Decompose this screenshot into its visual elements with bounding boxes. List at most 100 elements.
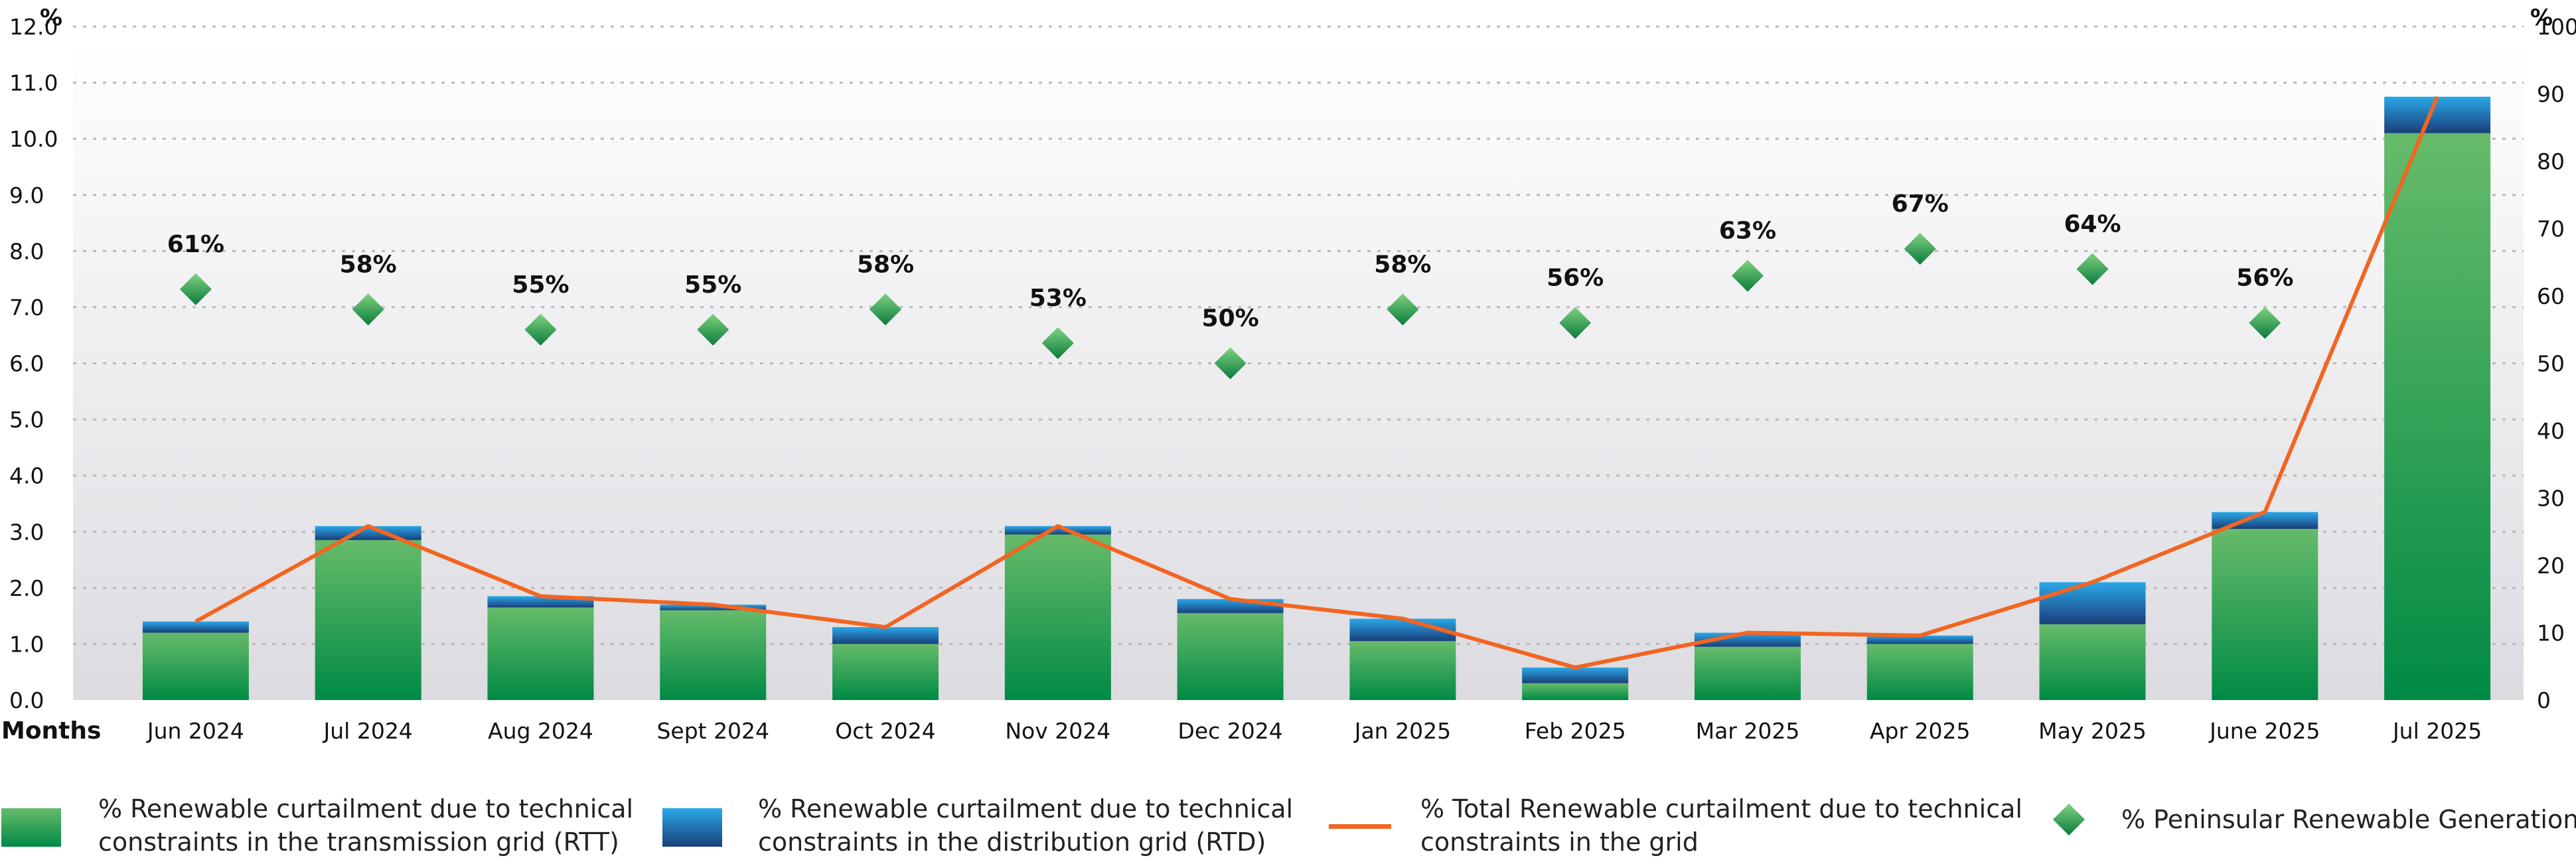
generation-marker xyxy=(524,313,557,346)
left-axis-unit: % xyxy=(40,5,62,31)
legend-item-generation: % Peninsular Renewable Generation xyxy=(2052,803,2576,836)
left-axis-tick-label: 9.0 xyxy=(9,182,44,208)
legend-swatch-rtd xyxy=(662,808,722,847)
bar-rtd xyxy=(2384,96,2491,133)
right-axis-tick-label: 80 xyxy=(2537,149,2565,175)
bar-rtt xyxy=(487,607,594,700)
generation-marker xyxy=(1387,293,1419,326)
bar-rtt xyxy=(832,644,939,700)
legend-swatch-rtt xyxy=(1,808,61,847)
legend-label-rtd-line2: constraints in the distribution grid (RT… xyxy=(758,827,1266,857)
generation-data-label: 56% xyxy=(2236,265,2293,292)
right-axis-ticks: 0 10 20 30 40 50 60 70 80 90 100 xyxy=(2537,14,2576,713)
left-axis-tick-label: 8.0 xyxy=(9,238,44,264)
right-axis-tick-label: 50 xyxy=(2537,351,2565,377)
left-axis-tick-label: 4.0 xyxy=(9,463,44,489)
legend-label-total-line2: constraints in the grid xyxy=(1420,827,1699,857)
right-axis-unit: % xyxy=(2530,5,2553,31)
x-axis-tick-label: Jun 2024 xyxy=(146,718,244,744)
right-axis-tick-label: 0 xyxy=(2537,687,2551,713)
right-axis-tick-label: 100 xyxy=(2537,14,2576,40)
generation-marker xyxy=(2076,253,2109,285)
left-axis-ticks: 0.0 1.0 2.0 3.0 4.0 5.0 6.0 7.0 8.0 9.0 10.0 11.0 12… xyxy=(9,14,58,713)
gridlines xyxy=(73,25,2524,645)
x-axis-tick-label: Jul 2024 xyxy=(323,718,413,744)
bar-rtd xyxy=(1866,635,1973,644)
generation-marker xyxy=(1559,307,1592,339)
generation-data-label: 58% xyxy=(340,251,397,278)
legend-diamond-icon xyxy=(2052,803,2085,836)
left-axis-tick-label: 1.0 xyxy=(9,631,44,657)
left-axis-tick-label: 5.0 xyxy=(9,407,44,433)
x-axis-tick-label: Feb 2025 xyxy=(1525,718,1626,744)
left-axis-tick-label: 12.0 xyxy=(9,14,58,40)
legend-item-rtt: % Renewable curtailment due to technical… xyxy=(1,794,633,857)
bar-rtd xyxy=(142,621,249,633)
x-axis-tick-label: Dec 2024 xyxy=(1177,718,1282,744)
bar-rtt xyxy=(2212,529,2318,700)
generation-marker xyxy=(352,293,384,326)
x-axis-tick-label: June 2025 xyxy=(2208,718,2320,744)
left-axis-tick-label: 6.0 xyxy=(9,351,44,377)
bar-rtt xyxy=(1694,646,1801,700)
right-axis-tick-label: 10 xyxy=(2537,620,2565,646)
bar-rtt xyxy=(1522,683,1629,700)
renewable-generation-markers: 61% 58% 55% 55% 58% 53% 50% 58% 56% 63% 67% 64% 56% xyxy=(167,190,2293,380)
right-axis-tick-label: 30 xyxy=(2537,486,2565,512)
legend-label-generation: % Peninsular Renewable Generation xyxy=(2121,805,2576,834)
bar-rtt xyxy=(315,539,421,700)
generation-marker xyxy=(2249,307,2281,339)
left-axis-tick-label: 0.0 xyxy=(9,687,44,713)
x-axis-tick-label: Mar 2025 xyxy=(1696,718,1800,744)
bar-rtt xyxy=(1866,644,1973,700)
bar-rtt xyxy=(660,610,767,700)
bar-rtt xyxy=(1004,534,1111,700)
total-curtailment-polyline xyxy=(194,96,2439,670)
generation-data-label: 53% xyxy=(1029,285,1087,312)
generation-data-label: 50% xyxy=(1202,305,1259,332)
bar-rtt xyxy=(2384,133,2491,701)
right-axis-tick-label: 20 xyxy=(2537,553,2565,579)
generation-data-label: 56% xyxy=(1547,265,1604,292)
x-axis-tick-label: Nov 2024 xyxy=(1005,718,1110,744)
generation-data-label: 58% xyxy=(1374,251,1431,278)
generation-data-label: 55% xyxy=(512,271,569,299)
x-axis-tick-label: Oct 2024 xyxy=(835,718,936,744)
x-axis-tick-label: Apr 2025 xyxy=(1870,718,1971,744)
left-axis-tick-label: 2.0 xyxy=(9,575,44,601)
legend-item-rtd: % Renewable curtailment due to technical… xyxy=(662,794,1293,857)
total-curtailment-line xyxy=(194,96,2439,670)
legend-item-total: % Total Renewable curtailment due to tec… xyxy=(1329,794,2022,857)
generation-data-label: 63% xyxy=(1719,218,1776,245)
generation-data-label: 64% xyxy=(2064,210,2121,238)
bar-rtd xyxy=(1522,667,1629,683)
x-axis-tick-label: Jul 2025 xyxy=(2391,718,2482,744)
left-axis-tick-label: 3.0 xyxy=(9,519,44,545)
legend-label-rtd-line1: % Renewable curtailment due to technical xyxy=(758,794,1293,823)
generation-data-label: 55% xyxy=(684,271,741,299)
x-axis-title: Months xyxy=(1,717,101,745)
bar-rtt xyxy=(142,632,249,700)
legend-label-rtt-line2: constraints in the transmission grid (RT… xyxy=(98,827,619,857)
generation-data-label: 58% xyxy=(857,251,914,278)
legend-label-total-line1: % Total Renewable curtailment due to tec… xyxy=(1420,794,2022,823)
left-axis-tick-label: 10.0 xyxy=(9,126,58,152)
left-axis-tick-label: 11.0 xyxy=(9,70,58,96)
generation-data-label: 61% xyxy=(167,231,224,258)
bar-rtt xyxy=(1349,641,1456,700)
bar-rtd xyxy=(1004,526,1111,535)
legend-line-swatch-total xyxy=(1329,824,1391,829)
bar-rtd xyxy=(2039,582,2146,624)
generation-marker xyxy=(179,273,212,305)
x-axis-tick-label: Sept 2024 xyxy=(656,718,769,744)
right-axis-tick-label: 90 xyxy=(2537,82,2565,107)
right-axis-tick-label: 40 xyxy=(2537,418,2565,444)
x-axis-tick-label: May 2025 xyxy=(2038,718,2147,744)
bars xyxy=(142,96,2491,701)
x-axis-tick-label: Jan 2025 xyxy=(1353,718,1451,744)
bar-rtd xyxy=(832,627,939,644)
bar-rtt xyxy=(2039,624,2146,700)
generation-marker xyxy=(1904,232,1936,265)
bar-rtt xyxy=(1177,612,1284,700)
